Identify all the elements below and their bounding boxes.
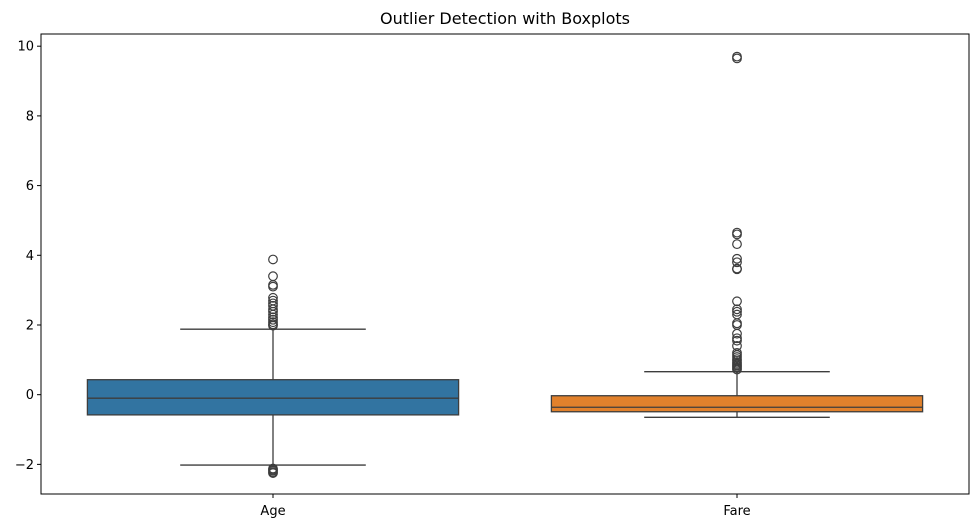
outlier-point-fare — [732, 263, 742, 274]
outlier-point-fare — [732, 347, 742, 358]
outlier-point-age — [268, 271, 278, 282]
plot-area — [40, 33, 970, 495]
outlier-point-fare — [732, 51, 742, 62]
y-tick-label: 2 — [26, 318, 34, 333]
outlier-point-fare — [732, 306, 742, 317]
outlier-point-fare — [732, 257, 742, 268]
outlier-point-age — [268, 317, 278, 328]
box-fare — [550, 395, 924, 413]
plot-frame — [40, 33, 970, 495]
outlier-point-fare — [732, 335, 742, 346]
outlier-point-fare — [732, 340, 742, 351]
outlier-point-fare — [732, 296, 742, 307]
outlier-point-fare — [732, 227, 742, 238]
y-tick-label: −2 — [15, 458, 34, 473]
box-age — [86, 379, 460, 416]
box-group-age — [86, 254, 460, 478]
outlier-point-fare — [732, 333, 742, 344]
y-tick-label: 4 — [26, 249, 34, 264]
y-tick-label: 6 — [26, 179, 34, 194]
outlier-point-age — [268, 463, 278, 474]
outlier-point-age — [268, 292, 278, 303]
x-tick-label-fare: Fare — [723, 504, 750, 519]
outlier-point-age — [268, 254, 278, 265]
y-tick-label: 0 — [26, 388, 34, 403]
x-tick-label-age: Age — [260, 504, 285, 519]
box-group-fare — [550, 51, 924, 418]
outlier-point-age — [268, 295, 278, 306]
outlier-point-fare — [732, 253, 742, 264]
y-axis: −2 0 2 4 6 8 10 — [15, 40, 41, 473]
outlier-point-fare — [732, 309, 742, 320]
y-tick-label: 10 — [17, 40, 34, 55]
x-axis: Age Fare — [260, 494, 751, 519]
outlier-point-fare — [732, 239, 742, 250]
outlier-point-age — [268, 298, 278, 309]
chart-title: Outlier Detection with Boxplots — [380, 9, 630, 28]
y-tick-label: 8 — [26, 109, 34, 124]
